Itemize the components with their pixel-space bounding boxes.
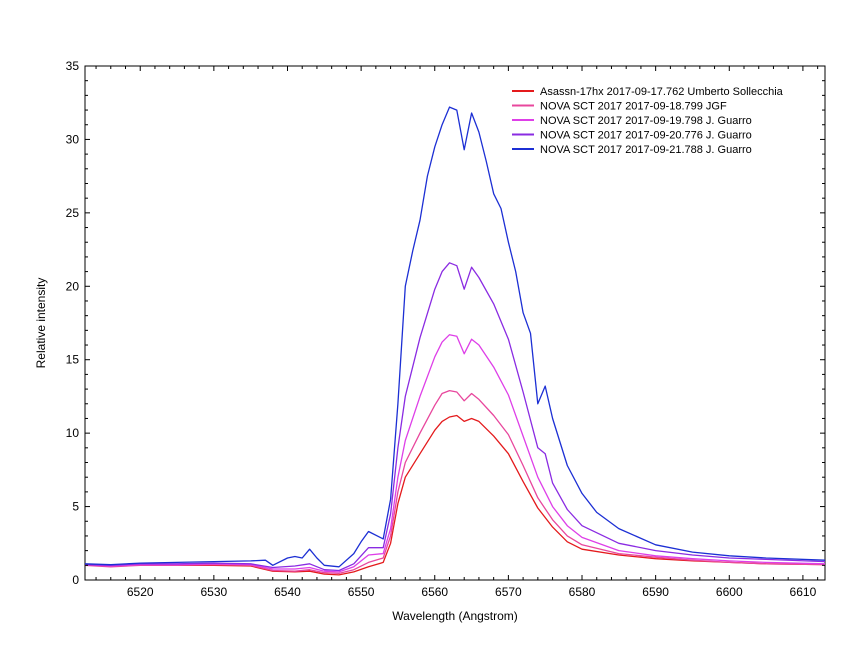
series-line-4 [85,262,825,572]
x-tick-label: 6590 [642,585,669,599]
x-tick-label: 6610 [790,585,817,599]
x-tick-label: 6560 [421,585,448,599]
series-line-3 [85,334,825,573]
y-tick-label: 20 [66,279,80,293]
y-tick-label: 25 [66,206,80,220]
legend-label-2: NOVA SCT 2017 2017-09-18.799 JGF [540,101,727,113]
series-lines [85,106,825,576]
x-axis-label: Wavelength (Angstrom) [392,609,518,623]
x-tick-label: 6570 [495,585,522,599]
x-tick-label: 6580 [569,585,596,599]
legend-label-3: NOVA SCT 2017 2017-09-19.798 J. Guarro [540,115,752,127]
axes: 6520 6530 6540 6550 6560 6570 6580 6590 6600 6610… [66,59,825,599]
y-tick-label: 10 [66,426,80,440]
y-tick-label: 35 [66,59,80,73]
legend-label-5: NOVA SCT 2017 2017-09-21.788 J. Guarro [540,144,752,156]
series-line-2 [85,389,825,575]
plot-frame [84,65,826,581]
x-tick-label: 6550 [348,585,375,599]
y-tick-label: 30 [66,132,80,146]
y-tick-label: 0 [72,573,79,587]
x-tick-label: 6520 [127,585,154,599]
y-tick-label: 5 [72,500,79,514]
x-tick-label: 6600 [716,585,743,599]
y-tick-label: 15 [66,353,80,367]
series-line-1 [85,414,825,576]
plot-area [84,65,826,581]
y-axis-label: Relative intensity [34,278,48,369]
legend-label-4: NOVA SCT 2017 2017-09-20.776 J. Guarro [540,130,752,142]
series-line-5 [85,106,825,568]
x-tick-label: 6540 [274,585,301,599]
legend: Asassn-17hx 2017-09-17.762 Umberto Solle… [512,86,784,156]
x-tick-label: 6530 [201,585,228,599]
legend-label-1: Asassn-17hx 2017-09-17.762 Umberto Solle… [540,86,784,98]
